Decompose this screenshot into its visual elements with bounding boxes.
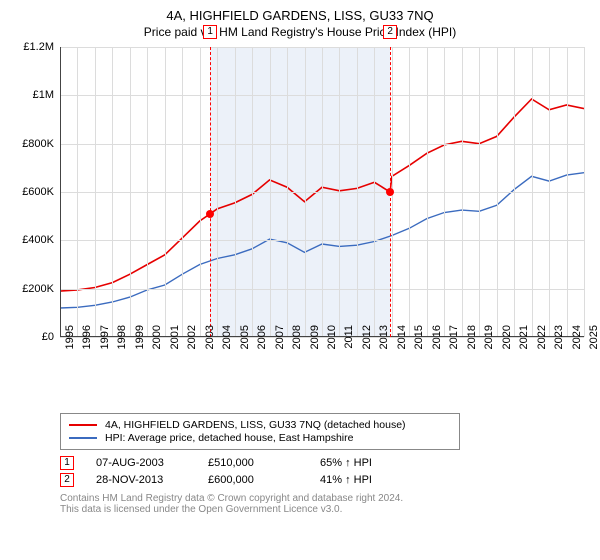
event-date: 28-NOV-2013 xyxy=(96,474,186,486)
gridline-v xyxy=(200,47,201,337)
x-tick-label: 2009 xyxy=(309,325,321,365)
gridline-v xyxy=(374,47,375,337)
x-tick-label: 2020 xyxy=(501,325,513,365)
event-price: £600,000 xyxy=(208,474,298,486)
gridline-v xyxy=(165,47,166,337)
x-tick-label: 1997 xyxy=(99,325,111,365)
gridline-v xyxy=(252,47,253,337)
gridline-v xyxy=(270,47,271,337)
x-tick-label: 2019 xyxy=(483,325,495,365)
legend-row: 4A, HIGHFIELD GARDENS, LISS, GU33 7NQ (d… xyxy=(69,419,451,431)
y-tick-label: £1M xyxy=(14,89,54,101)
x-tick-label: 1996 xyxy=(81,325,93,365)
legend-swatch xyxy=(69,437,97,439)
event-callout: 2 xyxy=(383,25,397,39)
legend-swatch xyxy=(69,424,97,426)
x-tick-label: 2023 xyxy=(553,325,565,365)
gridline-v xyxy=(339,47,340,337)
gridline-v xyxy=(357,47,358,337)
gridline-v xyxy=(112,47,113,337)
y-tick-label: £800K xyxy=(14,138,54,150)
x-tick-label: 2000 xyxy=(151,325,163,365)
event-delta: 65% ↑ HPI xyxy=(320,457,410,469)
event-line xyxy=(210,47,211,337)
gridline-v xyxy=(305,47,306,337)
event-date: 07-AUG-2003 xyxy=(96,457,186,469)
x-tick-label: 2011 xyxy=(343,325,355,365)
gridline-v xyxy=(567,47,568,337)
event-num-box: 2 xyxy=(60,473,74,487)
event-row: 1 07-AUG-2003 £510,000 65% ↑ HPI xyxy=(60,456,584,470)
footer-attribution: Contains HM Land Registry data © Crown c… xyxy=(60,493,584,515)
gridline-v xyxy=(235,47,236,337)
x-tick-label: 2005 xyxy=(239,325,251,365)
y-tick-label: £0 xyxy=(14,331,54,343)
y-tick-label: £400K xyxy=(14,234,54,246)
gridline-v xyxy=(427,47,428,337)
gridline-v xyxy=(462,47,463,337)
x-tick-label: 2012 xyxy=(361,325,373,365)
x-tick-label: 2004 xyxy=(221,325,233,365)
legend-row: HPI: Average price, detached house, East… xyxy=(69,432,451,444)
footer-line-1: Contains HM Land Registry data © Crown c… xyxy=(60,493,584,504)
x-tick-label: 2008 xyxy=(291,325,303,365)
x-tick-label: 1999 xyxy=(134,325,146,365)
x-tick-label: 1998 xyxy=(116,325,128,365)
gridline-v xyxy=(497,47,498,337)
event-table: 1 07-AUG-2003 £510,000 65% ↑ HPI 2 28-NOV-201… xyxy=(60,456,584,487)
gridline-v xyxy=(532,47,533,337)
gridline-v xyxy=(322,47,323,337)
x-tick-label: 2016 xyxy=(431,325,443,365)
x-tick-label: 2010 xyxy=(326,325,338,365)
y-tick-label: £1.2M xyxy=(14,41,54,53)
plot-region: 12 xyxy=(60,47,584,337)
event-price: £510,000 xyxy=(208,457,298,469)
x-tick-label: 2001 xyxy=(169,325,181,365)
x-tick-label: 2007 xyxy=(274,325,286,365)
y-tick-label: £200K xyxy=(14,283,54,295)
gridline-v xyxy=(77,47,78,337)
event-callout: 1 xyxy=(203,25,217,39)
x-tick-label: 2003 xyxy=(204,325,216,365)
x-tick-label: 2024 xyxy=(571,325,583,365)
event-row: 2 28-NOV-2013 £600,000 41% ↑ HPI xyxy=(60,473,584,487)
y-tick-label: £600K xyxy=(14,186,54,198)
gridline-v xyxy=(95,47,96,337)
gridline-v xyxy=(217,47,218,337)
gridline-v xyxy=(147,47,148,337)
x-tick-label: 2017 xyxy=(448,325,460,365)
gridline-v xyxy=(549,47,550,337)
gridline-v xyxy=(444,47,445,337)
gridline-v xyxy=(182,47,183,337)
legend-label: 4A, HIGHFIELD GARDENS, LISS, GU33 7NQ (d… xyxy=(105,419,406,431)
x-tick-label: 2002 xyxy=(186,325,198,365)
chart-subtitle: Price paid vs. HM Land Registry's House … xyxy=(16,25,584,39)
footer-line-2: This data is licensed under the Open Gov… xyxy=(60,504,584,515)
event-dot xyxy=(206,210,214,218)
legend: 4A, HIGHFIELD GARDENS, LISS, GU33 7NQ (d… xyxy=(60,413,460,450)
x-tick-label: 2014 xyxy=(396,325,408,365)
event-dot xyxy=(386,188,394,196)
x-tick-label: 2025 xyxy=(588,325,600,365)
gridline-v xyxy=(514,47,515,337)
gridline-v xyxy=(409,47,410,337)
x-tick-label: 1995 xyxy=(64,325,76,365)
event-delta: 41% ↑ HPI xyxy=(320,474,410,486)
gridline-v xyxy=(479,47,480,337)
x-tick-label: 2013 xyxy=(378,325,390,365)
legend-label: HPI: Average price, detached house, East… xyxy=(105,432,353,444)
x-tick-label: 2022 xyxy=(536,325,548,365)
gridline-v xyxy=(287,47,288,337)
gridline-v xyxy=(584,47,585,337)
x-tick-label: 2018 xyxy=(466,325,478,365)
event-num-box: 1 xyxy=(60,456,74,470)
x-tick-label: 2015 xyxy=(413,325,425,365)
x-tick-label: 2021 xyxy=(518,325,530,365)
gridline-v xyxy=(130,47,131,337)
chart-title: 4A, HIGHFIELD GARDENS, LISS, GU33 7NQ xyxy=(16,8,584,23)
x-tick-label: 2006 xyxy=(256,325,268,365)
chart-area: 12 £0£200K£400K£600K£800K£1M£1.2M1995199… xyxy=(16,47,584,367)
